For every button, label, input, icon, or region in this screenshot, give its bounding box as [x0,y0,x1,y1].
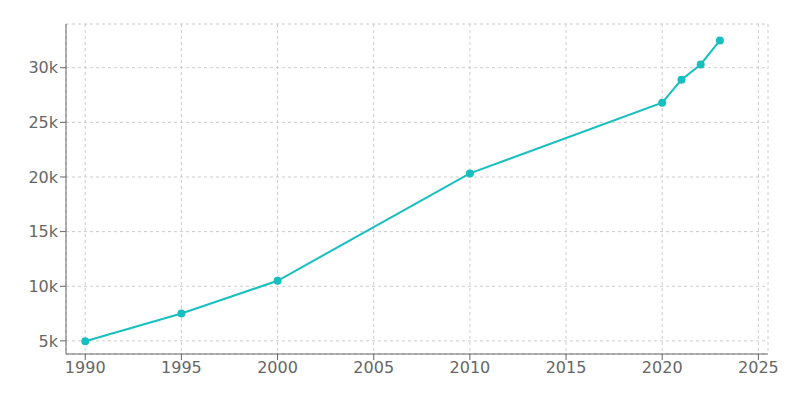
svg-text:2005: 2005 [353,358,394,377]
svg-text:2010: 2010 [450,358,491,377]
svg-text:2020: 2020 [642,358,683,377]
svg-text:5k: 5k [39,332,59,351]
svg-text:25k: 25k [28,113,58,132]
svg-text:1995: 1995 [161,358,202,377]
svg-text:2015: 2015 [546,358,587,377]
svg-text:2025: 2025 [738,358,779,377]
svg-text:2000: 2000 [257,358,298,377]
svg-text:30k: 30k [28,58,58,77]
svg-text:20k: 20k [28,168,58,187]
svg-text:1990: 1990 [65,358,106,377]
svg-text:15k: 15k [28,222,58,241]
svg-text:10k: 10k [28,277,58,296]
